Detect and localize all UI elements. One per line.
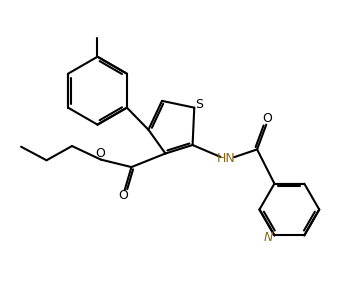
Text: S: S xyxy=(195,99,203,111)
Text: HN: HN xyxy=(217,152,236,165)
Text: N: N xyxy=(264,231,273,244)
Text: O: O xyxy=(262,112,272,125)
Text: O: O xyxy=(119,189,129,202)
Text: O: O xyxy=(95,147,105,160)
